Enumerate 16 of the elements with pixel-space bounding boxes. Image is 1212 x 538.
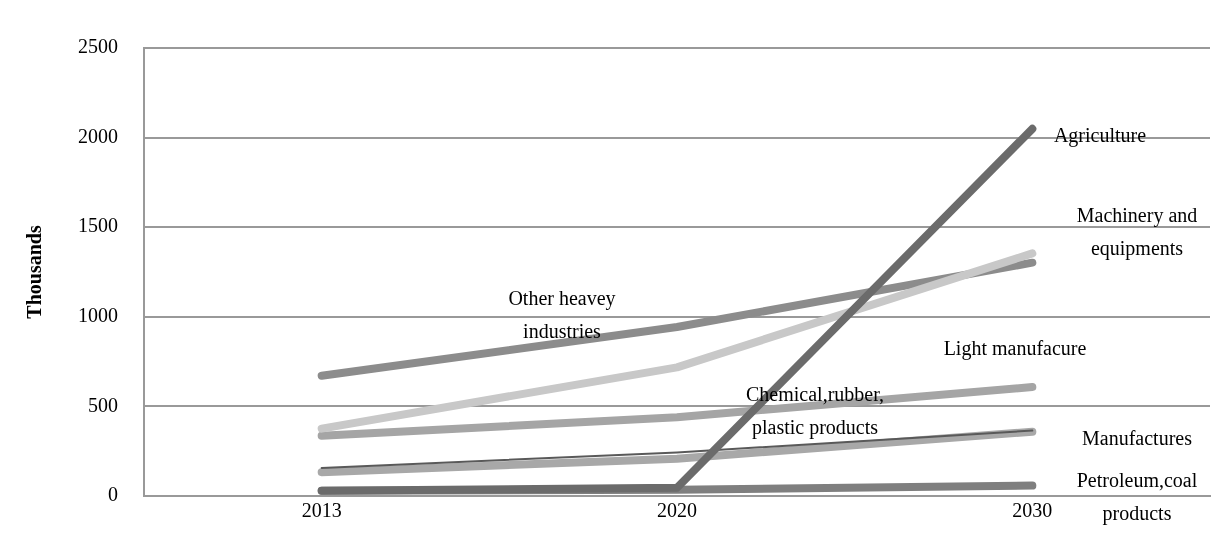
text: Manufactures xyxy=(1082,427,1193,450)
y-tick-label: 1000 xyxy=(78,304,118,327)
y-axis-title: Thousands xyxy=(23,225,46,319)
x-tick-label: 2013 xyxy=(301,499,342,522)
text: Petroleum,coal products xyxy=(1076,469,1198,526)
y-tick-label: 2500 xyxy=(78,35,118,58)
y-tick-label: 500 xyxy=(88,393,118,416)
y-tick-label: 2000 xyxy=(78,124,118,147)
y-tick-label: 1500 xyxy=(78,214,118,237)
text: Machinery and equipments xyxy=(1076,204,1198,261)
y-tick-label: 0 xyxy=(108,483,118,506)
series-label: Light manufacure xyxy=(943,337,1087,361)
series-label: Agriculture xyxy=(1053,124,1147,148)
x-tick-label: 2030 xyxy=(1012,499,1053,522)
x-tick-label: 2020 xyxy=(657,499,697,522)
series-label: Other heavey industries xyxy=(508,287,616,343)
